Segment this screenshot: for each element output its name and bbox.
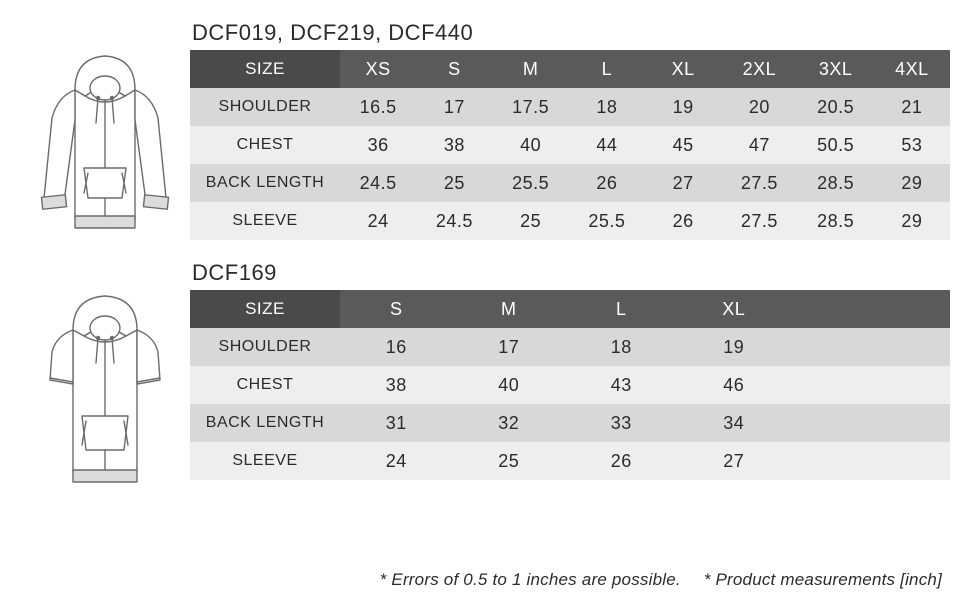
table-row: SHOULDER 16 17 18 19	[190, 328, 950, 366]
cell: 20	[721, 88, 797, 126]
hoodie-short-sleeve-illustration	[20, 260, 190, 498]
size-table-1: SIZE XS S M L XL 2XL 3XL 4XL SHOULDER 16…	[190, 50, 950, 240]
footnote-units: * Product measurements [inch]	[704, 570, 942, 589]
cell: 33	[565, 404, 678, 442]
table-row: CHEST 36 38 40 44 45 47 50.5 53	[190, 126, 950, 164]
table1-size-col: XL	[645, 50, 721, 88]
cell: 21	[874, 88, 950, 126]
cell: 25	[416, 164, 492, 202]
cell: 27.5	[721, 202, 797, 240]
cell: 25	[493, 202, 569, 240]
table2-header-label: SIZE	[190, 290, 340, 328]
cell: 24	[340, 442, 453, 480]
cell: 19	[645, 88, 721, 126]
row-label: SHOULDER	[190, 88, 340, 126]
cell: 24	[340, 202, 416, 240]
cell: 16.5	[340, 88, 416, 126]
cell: 38	[340, 366, 453, 404]
cell: 17	[416, 88, 492, 126]
cell: 40	[493, 126, 569, 164]
cell: 46	[678, 366, 791, 404]
cell: 27	[645, 164, 721, 202]
table2-size-col: L	[565, 290, 678, 328]
cell: 20.5	[798, 88, 874, 126]
cell: 17.5	[493, 88, 569, 126]
row-label: CHEST	[190, 126, 340, 164]
cell: 18	[565, 328, 678, 366]
table1-content: DCF019, DCF219, DCF440 SIZE XS S M L XL …	[190, 20, 950, 240]
cell: 26	[645, 202, 721, 240]
table1-size-col: 4XL	[874, 50, 950, 88]
size-section-2: DCF169 SIZE S M L XL SHOULDER	[0, 248, 970, 498]
size-table-2: SIZE S M L XL SHOULDER 16 17 18 19	[190, 290, 950, 480]
cell: 40	[453, 366, 566, 404]
table-row: SLEEVE 24 24.5 25 25.5 26 27.5 28.5 29	[190, 202, 950, 240]
table1-size-col: 3XL	[798, 50, 874, 88]
footnotes: * Errors of 0.5 to 1 inches are possible…	[362, 570, 942, 590]
table-row: CHEST 38 40 43 46	[190, 366, 950, 404]
empty-cell	[790, 442, 950, 480]
table2-size-col: XL	[678, 290, 791, 328]
cell: 16	[340, 328, 453, 366]
footnote-errors: * Errors of 0.5 to 1 inches are possible…	[380, 570, 681, 589]
table-row: SLEEVE 24 25 26 27	[190, 442, 950, 480]
cell: 45	[645, 126, 721, 164]
table2-size-col: M	[453, 290, 566, 328]
cell: 17	[453, 328, 566, 366]
cell: 28.5	[798, 164, 874, 202]
table2-empty-col	[790, 290, 950, 328]
cell: 31	[340, 404, 453, 442]
cell: 29	[874, 202, 950, 240]
cell: 34	[678, 404, 791, 442]
table1-size-col: 2XL	[721, 50, 797, 88]
row-label: SLEEVE	[190, 202, 340, 240]
table1-title: DCF019, DCF219, DCF440	[190, 20, 950, 46]
cell: 50.5	[798, 126, 874, 164]
table-row: BACK LENGTH 31 32 33 34	[190, 404, 950, 442]
table2-content: DCF169 SIZE S M L XL SHOULDER	[190, 260, 950, 480]
empty-cell	[790, 328, 950, 366]
cell: 32	[453, 404, 566, 442]
row-label: SLEEVE	[190, 442, 340, 480]
cell: 53	[874, 126, 950, 164]
size-section-1: DCF019, DCF219, DCF440 SIZE XS S M L XL …	[0, 0, 970, 248]
cell: 26	[565, 442, 678, 480]
cell: 25.5	[493, 164, 569, 202]
row-label: BACK LENGTH	[190, 404, 340, 442]
table-row: BACK LENGTH 24.5 25 25.5 26 27 27.5 28.5…	[190, 164, 950, 202]
table-row: SHOULDER 16.5 17 17.5 18 19 20 20.5 21	[190, 88, 950, 126]
cell: 27	[678, 442, 791, 480]
row-label: CHEST	[190, 366, 340, 404]
cell: 47	[721, 126, 797, 164]
cell: 25.5	[569, 202, 645, 240]
hoodie-long-sleeve-illustration	[20, 20, 190, 248]
cell: 25	[453, 442, 566, 480]
table2-size-col: S	[340, 290, 453, 328]
row-label: SHOULDER	[190, 328, 340, 366]
cell: 36	[340, 126, 416, 164]
table1-size-col: XS	[340, 50, 416, 88]
cell: 19	[678, 328, 791, 366]
cell: 18	[569, 88, 645, 126]
cell: 24.5	[340, 164, 416, 202]
empty-cell	[790, 404, 950, 442]
table1-header-label: SIZE	[190, 50, 340, 88]
table2-title: DCF169	[190, 260, 950, 286]
cell: 24.5	[416, 202, 492, 240]
table1-size-col: L	[569, 50, 645, 88]
cell: 28.5	[798, 202, 874, 240]
row-label: BACK LENGTH	[190, 164, 340, 202]
empty-cell	[790, 366, 950, 404]
cell: 27.5	[721, 164, 797, 202]
table1-size-col: M	[493, 50, 569, 88]
cell: 43	[565, 366, 678, 404]
cell: 26	[569, 164, 645, 202]
cell: 44	[569, 126, 645, 164]
cell: 38	[416, 126, 492, 164]
cell: 29	[874, 164, 950, 202]
table1-size-col: S	[416, 50, 492, 88]
